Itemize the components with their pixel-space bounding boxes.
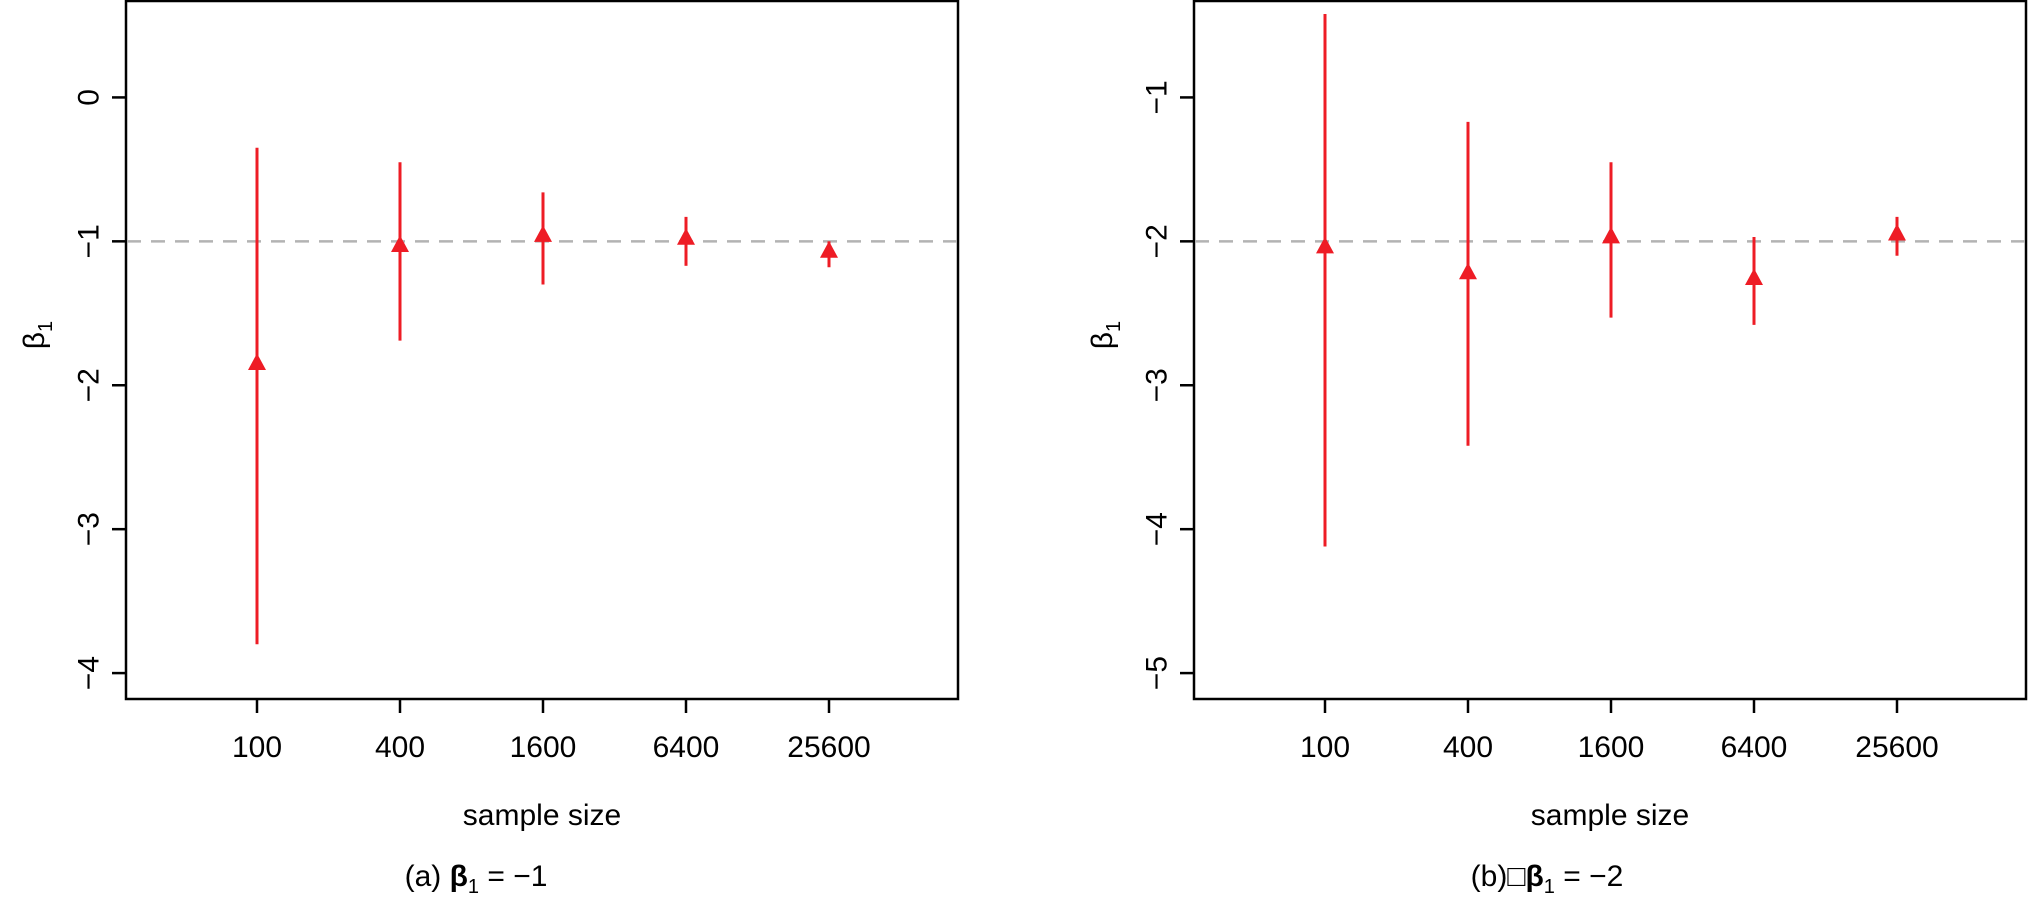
panel-a-point-4 — [820, 241, 838, 258]
panel-a-xtick-label-3: 6400 — [653, 731, 720, 764]
panel-b-xtick-label-0: 100 — [1300, 731, 1350, 764]
panel-a-point-3 — [677, 228, 695, 245]
panel-a-point-2 — [534, 225, 552, 242]
panel-a-plot-frame — [124, 0, 960, 701]
panel-a-point-1 — [391, 235, 409, 252]
panel-a-ytick-label-1: −1 — [73, 224, 106, 258]
panel-a-ytick-label-4: −4 — [73, 656, 106, 690]
panel-a-point-0 — [248, 353, 266, 370]
panel-a-xtick-label-1: 400 — [375, 731, 425, 764]
panel-a-ytick-label-2: −2 — [73, 368, 106, 402]
panel-a-xtick-label-0: 100 — [232, 731, 282, 764]
panel-b-plot-frame — [1192, 0, 2028, 701]
panel-b-ytick-label-4: −5 — [1141, 656, 1174, 690]
panel-b-point-0 — [1316, 236, 1334, 254]
panel-b-y-axis-title-sub: 1 — [1103, 321, 1125, 332]
panel-a-xtick-label-2: 1600 — [510, 731, 577, 764]
panel-a-caption-sub: 1 — [468, 876, 479, 898]
panel-b-xtick-label-2: 1600 — [1578, 731, 1645, 764]
panel-a-x-axis-title: sample size — [463, 799, 621, 832]
panel-a-xtick-labels: 100 400 1600 6400 25600 — [232, 731, 871, 764]
panel-b-caption: (b)□β1 = −2 — [1471, 860, 1624, 898]
panel-b-x-axis-title: sample size — [1531, 799, 1689, 832]
panel-b-point-1 — [1459, 262, 1477, 280]
panel-b-marks — [1316, 13, 1906, 547]
panel-a-caption-prefix: (a) — [405, 860, 450, 893]
panel-b-xtick-label-1: 400 — [1443, 731, 1493, 764]
panel-a-y-axis-title: β1 — [18, 321, 57, 349]
panel-a-y-axis-title-sub: 1 — [35, 321, 57, 332]
panel-b-point-3 — [1745, 268, 1763, 286]
panel-a-caption-suffix: = −1 — [479, 860, 547, 893]
panel-a: 0 −1 −2 −3 −4 100 400 1600 6400 25600 sample siz… — [18, 0, 960, 898]
panel-b-y-axis-title: β1 — [1086, 321, 1125, 349]
panel-b-point-2 — [1602, 226, 1620, 244]
panel-b-ytick-label-2: −3 — [1141, 368, 1174, 402]
panel-b-ticks — [1180, 96, 1899, 713]
panel-a-ytick-label-0: 0 — [73, 89, 106, 106]
panel-a-xtick-label-4: 25600 — [787, 731, 870, 764]
panel-b-xtick-labels: 100 400 1600 6400 25600 — [1300, 731, 1939, 764]
panel-b: −1 −2 −3 −4 −5 100 400 1600 6400 25600 sample si… — [1086, 0, 2028, 898]
panel-b-caption-sub: 1 — [1544, 876, 1555, 898]
panel-b-point-4 — [1888, 223, 1906, 241]
panel-b-ytick-label-1: −2 — [1141, 224, 1174, 258]
panel-a-y-axis-title-main: β — [18, 332, 51, 349]
panel-b-caption-prefix: (b)□ — [1471, 860, 1527, 893]
panel-a-marks — [248, 147, 838, 645]
panel-b-xtick-label-3: 6400 — [1721, 731, 1788, 764]
panel-a-ytick-labels: 0 −1 −2 −3 −4 — [73, 89, 106, 690]
panel-b-ytick-label-0: −1 — [1141, 80, 1174, 114]
panel-a-caption-beta: β — [450, 860, 468, 893]
panel-a-caption: (a) β1 = −1 — [405, 860, 548, 898]
panel-b-y-axis-title-main: β — [1086, 332, 1119, 349]
panel-b-xtick-label-4: 25600 — [1855, 731, 1938, 764]
panel-a-ytick-label-3: −3 — [73, 512, 106, 546]
panel-a-ticks — [112, 96, 831, 713]
panel-b-ytick-labels: −1 −2 −3 −4 −5 — [1141, 80, 1174, 690]
panel-b-ytick-label-3: −4 — [1141, 512, 1174, 546]
panel-b-caption-beta: β — [1525, 860, 1543, 893]
panel-b-caption-suffix: = −2 — [1555, 860, 1623, 893]
